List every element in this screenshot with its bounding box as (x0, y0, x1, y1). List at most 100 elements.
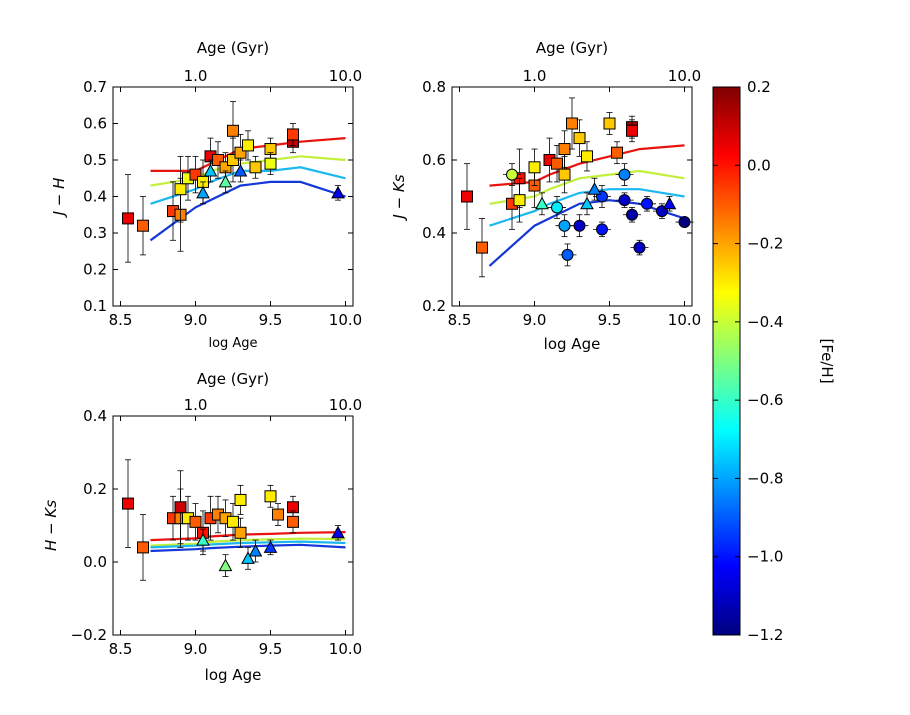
top-tick-label: 10.0 (668, 67, 701, 85)
data-point (573, 119, 586, 157)
data-point (461, 163, 473, 230)
plot-frame-h-ks (112, 415, 354, 636)
data-point (182, 155, 194, 201)
square-marker (558, 143, 571, 156)
model-track-line (149, 180, 346, 242)
data-point (570, 214, 589, 238)
data-point (272, 503, 284, 526)
colorbar-ticks: 0.2 0.0 −0.2 −0.4 −0.6 −0.8 −1.0 −1.2 (713, 78, 783, 644)
data-point (558, 243, 577, 267)
triangle-marker (248, 544, 263, 557)
top-axis-label-j-ks: Age (Gyr) (536, 39, 608, 57)
triangle-marker (587, 182, 602, 195)
data-point (287, 123, 299, 146)
circle-marker (641, 197, 653, 210)
square-marker (189, 168, 202, 181)
colorbar-tick-label: −0.2 (747, 235, 783, 253)
square-marker (551, 157, 563, 170)
y-tick-label: 0.4 (83, 407, 107, 425)
plot-frame-j-ks (451, 86, 693, 307)
triangle-marker (203, 163, 218, 177)
square-marker (573, 132, 586, 145)
circle-marker (506, 168, 518, 181)
circle-marker (618, 168, 631, 181)
data-point (203, 159, 218, 183)
colorbar-tick-label: −1.2 (747, 626, 783, 644)
model-track-line (489, 188, 685, 227)
data-point (263, 539, 278, 556)
points-j-h (122, 101, 345, 263)
data-point (630, 239, 649, 256)
triangle-marker (662, 196, 677, 210)
square-marker (287, 128, 299, 141)
x-tick-label: 8.5 (448, 311, 472, 329)
y-tick-label: 0.7 (83, 78, 107, 96)
x-axis-label-j-h: log Age (208, 336, 257, 351)
colorbar-tick-label: −0.4 (747, 313, 783, 331)
data-point (182, 495, 194, 541)
data-point (189, 155, 202, 194)
data-point (196, 181, 210, 205)
square-marker (272, 508, 284, 521)
data-point (233, 159, 248, 183)
data-point (122, 174, 134, 263)
y-tick-label: 0.2 (83, 261, 107, 279)
circle-marker (573, 219, 586, 232)
y-tick-label: 0.6 (83, 115, 107, 133)
y-tick-label: 0.4 (422, 224, 446, 242)
top-tick-label: 1.0 (184, 396, 208, 414)
x-tick-label: 8.5 (109, 311, 133, 329)
top-tick-label: 10.0 (329, 396, 362, 414)
triangle-marker (196, 185, 210, 199)
data-point (204, 495, 217, 541)
x-tick-label: 8.5 (109, 640, 133, 658)
x-tick-label: 9.0 (184, 640, 208, 658)
y-axis-label-j-ks: J − Ks (390, 174, 408, 221)
colorbar-gradient (712, 86, 741, 636)
y-tick-label: 0.2 (83, 480, 107, 498)
x-tick-label: 9.5 (259, 640, 283, 658)
data-point (528, 148, 541, 186)
square-marker (558, 168, 571, 181)
data-point (218, 170, 233, 194)
panel-j-ks: 8.5 9.0 9.5 10.0 1.0 10.0 0.2 0.4 0.6 0.8 Age (Gy… (390, 39, 701, 353)
square-marker (137, 541, 149, 554)
colorbar-tick-label: 0.2 (747, 78, 771, 96)
square-marker (242, 139, 254, 152)
data-point (587, 177, 602, 201)
y-tick-label: 0.6 (422, 151, 446, 169)
y-axis-label-j-h: J − H (50, 178, 68, 219)
data-point (593, 221, 611, 238)
top-tick-label: 1.0 (184, 67, 208, 85)
colorbar-tick-label: −0.8 (747, 469, 783, 487)
square-marker (528, 161, 541, 174)
data-point (174, 155, 187, 223)
circle-marker (558, 219, 571, 232)
panel-j-h: 8.5 9.0 9.5 10.0 1.0 10.0 0.1 0.2 0.3 0.4 0.5 0.6 0.… (50, 39, 362, 351)
x-tick-label: 10.0 (668, 311, 701, 329)
data-point (189, 503, 202, 541)
triangle-marker (196, 533, 210, 546)
data-point (287, 510, 299, 534)
plot-frame-j-h (112, 86, 354, 307)
data-point (264, 152, 277, 176)
panel-h-ks: 8.5 9.0 9.5 10.0 1.0 10.0 −0.2 0.0 0.2 0.4 Age (G… (42, 370, 362, 684)
data-point (249, 155, 262, 179)
y-tick-label: 0.0 (83, 553, 107, 571)
triangle-marker (218, 174, 233, 188)
data-point (242, 130, 254, 161)
axes-h-ks: 8.5 9.0 9.5 10.0 1.0 10.0 −0.2 0.0 0.2 0.4 (71, 396, 363, 658)
data-point (331, 185, 345, 201)
data-point (248, 539, 263, 563)
data-point (580, 192, 594, 216)
axes-j-ks: 8.5 9.0 9.5 10.0 1.0 10.0 0.2 0.4 0.6 0.8 (422, 67, 701, 329)
data-point (264, 484, 277, 508)
x-tick-label: 9.5 (259, 311, 283, 329)
top-axis-label-j-h: Age (Gyr) (197, 39, 269, 57)
y-tick-label: −0.2 (71, 626, 107, 644)
x-tick-label: 9.5 (598, 311, 622, 329)
x-tick-label: 10.0 (329, 311, 362, 329)
data-point (137, 514, 149, 581)
circle-marker (633, 241, 646, 254)
